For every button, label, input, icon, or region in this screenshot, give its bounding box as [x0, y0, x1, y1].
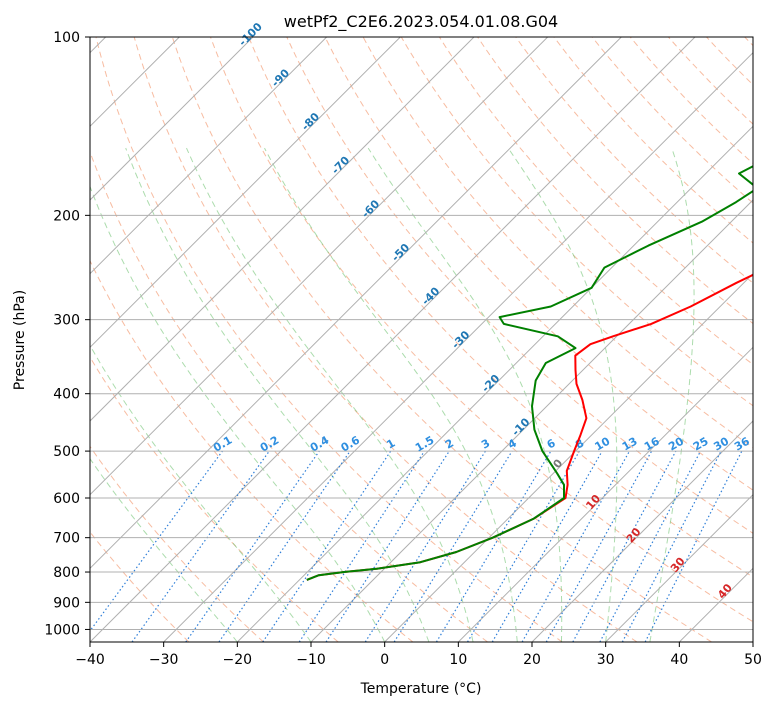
y-tick-label: 400	[53, 387, 80, 403]
x-ticks: −40 −30 −20 −10 0 10 20 30 40 50	[75, 642, 762, 668]
mixing-ratio-line	[185, 450, 320, 642]
dry-adiabat	[210, 37, 753, 623]
dewpoint-profile-line	[306, 165, 753, 581]
isotherm-line	[163, 51, 753, 642]
plot-frame	[89, 36, 754, 643]
y-tick-label: 600	[53, 491, 80, 507]
mixing-ratio-line	[218, 450, 351, 642]
x-tick-label: 50	[744, 652, 762, 668]
dry-adiabat	[171, 37, 712, 642]
isotherm-line	[90, 37, 475, 422]
x-tick-label: 0	[380, 652, 389, 668]
chart-title: wetPf2_C2E6.2023.054.01.08.G04	[284, 12, 558, 32]
isotherm-line	[90, 37, 696, 642]
x-tick-label: 30	[597, 652, 615, 668]
x-axis-label: Temperature (°C)	[360, 681, 482, 697]
x-tick-label: −40	[75, 652, 105, 668]
mixing-ratio-line	[466, 450, 580, 642]
profiles	[306, 165, 753, 581]
dry-adiabat	[90, 445, 264, 642]
isotherm-line	[90, 37, 401, 349]
x-tick-label: −10	[296, 652, 326, 668]
moist-adiabat	[90, 344, 312, 642]
isotherm-line	[457, 346, 753, 642]
x-tick-label: 10	[449, 652, 467, 668]
dry-adiabat	[248, 37, 753, 578]
dry-adiabat	[515, 37, 753, 284]
isotherm-line	[90, 37, 549, 496]
y-tick-label: 700	[53, 531, 80, 547]
y-tick-label: 200	[53, 208, 80, 224]
dry-adiabat	[477, 37, 753, 325]
isotherm-line	[90, 37, 622, 570]
x-tick-label: −20	[223, 652, 253, 668]
plot-area	[90, 37, 753, 642]
isotherm-line	[236, 125, 753, 642]
moist-adiabat	[507, 147, 618, 642]
dry-adiabat	[95, 37, 563, 642]
dry-adiabat	[400, 37, 753, 407]
isotherm-line	[605, 493, 753, 642]
mixing-ratio-line	[572, 450, 677, 642]
mixing-ratio-line	[521, 450, 631, 642]
y-axis-label: Pressure (hPa)	[12, 290, 28, 390]
dry-adiabat	[133, 37, 638, 642]
dry-adiabat	[591, 37, 753, 204]
y-ticks: 100 200 300 400 500 600 700 800 900 1000	[44, 30, 90, 638]
y-tick-label: 500	[53, 444, 80, 460]
y-tick-label: 800	[53, 565, 80, 581]
mixing-ratio-line	[364, 450, 486, 642]
mixing-ratio-line	[545, 450, 653, 642]
mixing-ratio-line	[435, 450, 552, 642]
isotherm-line	[310, 199, 753, 642]
moist-adiabat	[264, 147, 518, 642]
mixing-ratio-line	[325, 450, 450, 642]
dry-adiabat	[629, 37, 753, 165]
x-tick-label: 20	[523, 652, 541, 668]
isotherm-line	[752, 641, 753, 642]
x-tick-label: −30	[149, 652, 179, 668]
y-tick-label: 900	[53, 595, 80, 611]
isotherm-line	[531, 420, 753, 642]
dry-adiabat	[90, 259, 414, 642]
x-tick-label: 40	[670, 652, 688, 668]
mixing-ratio-line	[491, 450, 603, 642]
moist-adiabat	[367, 147, 563, 642]
y-tick-label: 300	[53, 313, 80, 329]
y-tick-label: 1000	[44, 622, 80, 638]
background-lines	[90, 37, 753, 642]
isotherm-line	[90, 37, 328, 275]
dry-adiabat	[324, 37, 753, 491]
mixing-ratio-line	[393, 450, 513, 642]
y-tick-label: 100	[53, 30, 80, 46]
isotherm-line	[90, 37, 254, 201]
